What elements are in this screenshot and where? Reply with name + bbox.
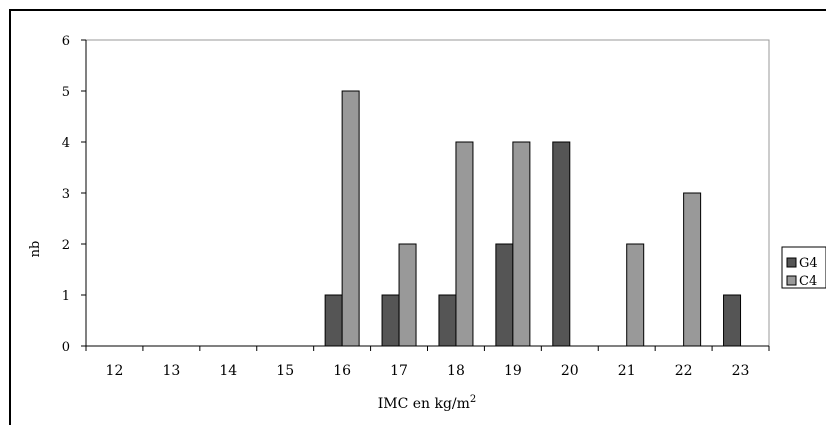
x-tick-label: 16: [333, 363, 351, 379]
bar-g4-19: [495, 243, 514, 347]
chart-frame: [9, 9, 826, 425]
legend: G4 C4: [781, 246, 826, 289]
y-tick-label: 2: [62, 238, 70, 253]
x-tick-label: 17: [390, 363, 408, 379]
x-tick-label: 23: [732, 363, 750, 379]
x-tick-label: 15: [276, 363, 294, 379]
x-axis-label-main: IMC en kg/m: [378, 396, 470, 412]
y-tick-label: 3: [62, 187, 70, 202]
bar-g4-20: [552, 141, 571, 347]
y-tick-label: 1: [62, 289, 70, 304]
plot-area-border: [85, 39, 770, 347]
y-tick-label: 5: [62, 85, 70, 100]
legend-swatch-g4: [786, 257, 797, 268]
y-tick-label: 0: [62, 340, 70, 355]
bar-c4-21: [626, 243, 645, 347]
x-axis-label: IMC en kg/m2: [378, 394, 477, 412]
y-tick-label: 4: [62, 136, 70, 151]
bar-g4-18: [438, 294, 457, 347]
x-tick-label: 22: [675, 363, 693, 379]
y-axis-label: nb: [28, 241, 43, 258]
bar-g4-16: [324, 294, 343, 347]
bar-c4-17: [398, 243, 417, 347]
x-tick-label: 12: [106, 363, 124, 379]
x-axis-label-superscript: 2: [470, 394, 476, 405]
x-tick-label: 13: [162, 363, 180, 379]
legend-swatch-c4: [786, 275, 797, 286]
x-tick-label: 20: [561, 363, 579, 379]
bar-c4-22: [683, 192, 702, 347]
bars-group: [324, 90, 742, 347]
bar-g4-17: [381, 294, 400, 347]
x-tick-label: 21: [618, 363, 636, 379]
legend-label-g4: G4: [799, 256, 818, 271]
x-tick-label: 18: [447, 363, 465, 379]
legend-label-c4: C4: [799, 274, 817, 289]
y-tick-label: 6: [62, 34, 70, 49]
x-tick-label: 19: [504, 363, 522, 379]
y-axis: 0 1 2 3 4 5 6: [62, 34, 87, 355]
bar-c4-16: [341, 90, 360, 347]
x-axis: 12 13 14 15 16 17 18 19 20 21 22 23: [85, 345, 770, 379]
bar-g4-23: [723, 294, 742, 347]
bar-c4-19: [512, 141, 531, 347]
bar-c4-18: [455, 141, 474, 347]
x-tick-label: 14: [219, 363, 237, 379]
